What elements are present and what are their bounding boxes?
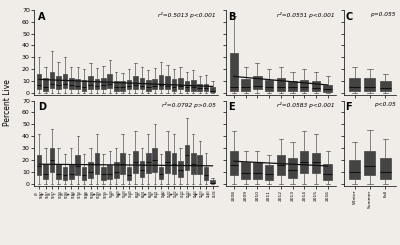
PathPatch shape bbox=[133, 150, 138, 173]
PathPatch shape bbox=[324, 85, 332, 92]
PathPatch shape bbox=[165, 150, 170, 173]
Text: A: A bbox=[38, 12, 45, 22]
PathPatch shape bbox=[300, 150, 308, 173]
PathPatch shape bbox=[204, 167, 208, 180]
PathPatch shape bbox=[312, 153, 320, 173]
PathPatch shape bbox=[43, 78, 48, 91]
PathPatch shape bbox=[37, 74, 42, 89]
PathPatch shape bbox=[265, 165, 273, 180]
PathPatch shape bbox=[101, 78, 106, 89]
PathPatch shape bbox=[276, 78, 285, 91]
PathPatch shape bbox=[242, 162, 250, 179]
PathPatch shape bbox=[159, 167, 164, 179]
PathPatch shape bbox=[364, 78, 376, 91]
PathPatch shape bbox=[108, 74, 112, 88]
PathPatch shape bbox=[265, 80, 273, 91]
PathPatch shape bbox=[56, 76, 61, 89]
Text: r²=0.5013 p<0.001: r²=0.5013 p<0.001 bbox=[158, 12, 216, 17]
PathPatch shape bbox=[159, 75, 164, 89]
PathPatch shape bbox=[204, 84, 208, 91]
PathPatch shape bbox=[88, 162, 93, 178]
PathPatch shape bbox=[140, 78, 144, 89]
PathPatch shape bbox=[165, 76, 170, 89]
PathPatch shape bbox=[191, 153, 196, 174]
PathPatch shape bbox=[95, 79, 99, 89]
PathPatch shape bbox=[69, 164, 74, 179]
PathPatch shape bbox=[276, 155, 285, 175]
PathPatch shape bbox=[230, 150, 238, 175]
PathPatch shape bbox=[300, 80, 308, 91]
Text: r²=0.0551 p<0.001: r²=0.0551 p<0.001 bbox=[277, 12, 335, 17]
PathPatch shape bbox=[152, 148, 157, 172]
PathPatch shape bbox=[288, 158, 297, 178]
PathPatch shape bbox=[120, 81, 125, 91]
Text: p<0.05: p<0.05 bbox=[374, 102, 396, 107]
PathPatch shape bbox=[197, 84, 202, 91]
Text: D: D bbox=[38, 102, 46, 112]
PathPatch shape bbox=[210, 87, 215, 92]
Text: C: C bbox=[345, 12, 352, 22]
PathPatch shape bbox=[140, 161, 144, 177]
PathPatch shape bbox=[380, 81, 391, 91]
PathPatch shape bbox=[62, 74, 67, 88]
PathPatch shape bbox=[288, 81, 297, 91]
PathPatch shape bbox=[75, 155, 80, 175]
PathPatch shape bbox=[178, 78, 183, 89]
Text: r²=0.0583 p<0.001: r²=0.0583 p<0.001 bbox=[277, 102, 335, 108]
PathPatch shape bbox=[108, 165, 112, 179]
PathPatch shape bbox=[69, 78, 74, 89]
PathPatch shape bbox=[82, 80, 86, 91]
PathPatch shape bbox=[120, 153, 125, 174]
PathPatch shape bbox=[82, 167, 86, 180]
Text: F: F bbox=[345, 102, 352, 112]
PathPatch shape bbox=[324, 164, 332, 180]
Text: r²=0.0792 p>0.05: r²=0.0792 p>0.05 bbox=[162, 102, 216, 108]
PathPatch shape bbox=[380, 158, 391, 179]
Text: p=0.055: p=0.055 bbox=[370, 12, 396, 16]
PathPatch shape bbox=[43, 164, 48, 179]
PathPatch shape bbox=[312, 81, 320, 91]
PathPatch shape bbox=[146, 80, 151, 91]
PathPatch shape bbox=[184, 81, 189, 91]
PathPatch shape bbox=[50, 148, 54, 172]
PathPatch shape bbox=[133, 76, 138, 89]
PathPatch shape bbox=[364, 150, 376, 175]
PathPatch shape bbox=[230, 53, 238, 91]
PathPatch shape bbox=[253, 162, 262, 179]
PathPatch shape bbox=[349, 160, 360, 179]
PathPatch shape bbox=[37, 155, 42, 175]
PathPatch shape bbox=[114, 81, 118, 91]
PathPatch shape bbox=[56, 164, 61, 179]
PathPatch shape bbox=[184, 145, 189, 170]
PathPatch shape bbox=[210, 180, 215, 183]
PathPatch shape bbox=[349, 78, 360, 91]
PathPatch shape bbox=[152, 79, 157, 89]
PathPatch shape bbox=[242, 79, 250, 91]
PathPatch shape bbox=[127, 80, 131, 89]
PathPatch shape bbox=[62, 167, 67, 180]
PathPatch shape bbox=[127, 167, 131, 180]
PathPatch shape bbox=[95, 153, 99, 174]
PathPatch shape bbox=[172, 153, 176, 174]
PathPatch shape bbox=[178, 161, 183, 177]
PathPatch shape bbox=[50, 72, 54, 88]
Text: Percent Live: Percent Live bbox=[3, 79, 12, 126]
Text: E: E bbox=[228, 102, 234, 112]
PathPatch shape bbox=[88, 76, 93, 89]
Text: B: B bbox=[228, 12, 235, 22]
PathPatch shape bbox=[75, 79, 80, 89]
PathPatch shape bbox=[114, 162, 118, 178]
PathPatch shape bbox=[197, 155, 202, 174]
PathPatch shape bbox=[191, 80, 196, 91]
PathPatch shape bbox=[172, 79, 176, 91]
PathPatch shape bbox=[253, 76, 262, 89]
PathPatch shape bbox=[146, 153, 151, 173]
PathPatch shape bbox=[101, 167, 106, 180]
